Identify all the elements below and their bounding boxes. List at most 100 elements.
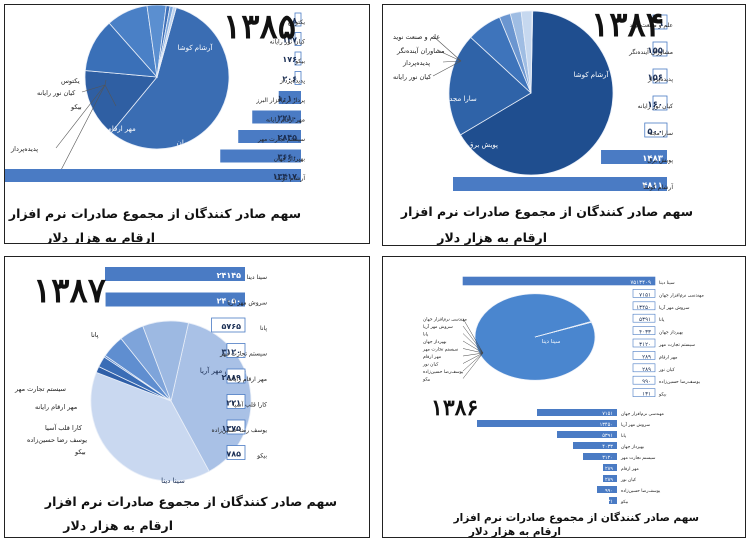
pie-label: پدیده‌پرداز bbox=[402, 59, 430, 67]
bar bbox=[652, 95, 668, 111]
bar bbox=[294, 51, 302, 66]
bar-category-label: پانا bbox=[260, 325, 267, 332]
bar bbox=[537, 409, 617, 416]
bar-value-label: ۵۳۹۱ bbox=[639, 317, 651, 323]
bar-value-label: ۱۳۷۵ bbox=[221, 424, 241, 433]
pie-slice bbox=[534, 321, 592, 338]
bar-value-label: ۴۸۱۱ bbox=[642, 181, 663, 191]
chart-title: سهم صادر کنندگان از مجموع صادرات نرم افز… bbox=[400, 204, 693, 219]
bar bbox=[652, 41, 668, 57]
bar-value-label: ۷۵۱۳۴۰۹ bbox=[630, 280, 651, 286]
pie-label: سارا مجد bbox=[449, 95, 477, 103]
bar-category-label: بهپرداز جهان bbox=[621, 445, 644, 450]
pie-label: بیکو bbox=[70, 103, 82, 111]
bar-value-label: ۱۳۱ bbox=[642, 392, 651, 398]
bar-category-label: سیستم تجارت مهر bbox=[257, 136, 305, 143]
pie-label: سینا دینا bbox=[161, 477, 185, 485]
bar-value-label: ۴۰۳۳ bbox=[602, 444, 613, 450]
leader-line bbox=[462, 352, 484, 372]
bar bbox=[5, 169, 301, 182]
pie-label: مهر ارقام bbox=[423, 355, 442, 360]
pie-label: سروش مهر آریا bbox=[200, 366, 246, 375]
bar-category-label: سیستم تجارت مهر bbox=[658, 343, 695, 348]
bar bbox=[632, 301, 656, 311]
bar-value-label: ۲۸۴۵ bbox=[277, 133, 297, 142]
bar-category-label: سینا دینا bbox=[659, 281, 675, 286]
leader-line bbox=[462, 348, 484, 354]
leader-line bbox=[462, 318, 484, 354]
bar-category-label: مهندسی نرم‌افزار جهان bbox=[621, 412, 664, 417]
chart-title: سهم صادر کنندگان از مجموع صادرات نرم افز… bbox=[453, 512, 699, 524]
bar-category-label: بهپرداز جهان bbox=[659, 331, 683, 336]
year-label: ۱۳۸۵ bbox=[223, 7, 297, 47]
pie-group bbox=[84, 5, 230, 150]
bar bbox=[105, 292, 245, 307]
leader-line bbox=[462, 352, 484, 379]
bar-value-label: ۴۰۳۳ bbox=[639, 330, 651, 336]
bar-value-label: ۲۲۱۰ bbox=[277, 114, 297, 123]
bar bbox=[601, 150, 667, 164]
bar-value-label: ۱۵۶ bbox=[647, 73, 663, 83]
bar bbox=[238, 130, 301, 143]
bar bbox=[220, 149, 301, 163]
bar-category-label: سروش مهر آریا bbox=[621, 422, 650, 428]
bar-category-label: مهر ارقام رایانه bbox=[228, 376, 267, 383]
bar-category-label: علم و صنعت نوید bbox=[630, 22, 673, 29]
bar bbox=[632, 363, 656, 373]
bar-category-label: یکتوس bbox=[288, 19, 306, 26]
bar-value-label: ۱۳۴۱۷ bbox=[273, 172, 298, 181]
bar-category-label: کیان نور رایانه bbox=[270, 39, 305, 46]
leader-line bbox=[432, 60, 462, 77]
bar-category-label: سیستم تجارت مهر bbox=[219, 351, 267, 358]
bar-value-label: ۱۵۵ bbox=[647, 46, 663, 56]
bar bbox=[278, 91, 301, 104]
pie-slice bbox=[84, 70, 158, 134]
bar-value-label: ۷۸۵ bbox=[226, 450, 241, 459]
bar bbox=[652, 14, 668, 30]
pie-group bbox=[90, 320, 252, 482]
bar bbox=[603, 464, 617, 471]
bar-category-label: پویش برق bbox=[647, 157, 673, 164]
chart-subtitle: ارقام به هزار دلار bbox=[468, 526, 561, 538]
panel-1385: آرشام کوشا بهپرداز جهان سیستم تجارت مهر مهر… bbox=[4, 4, 370, 244]
bar-category-label: آرشام کوشا bbox=[275, 173, 305, 182]
bar-category-label: بیکو bbox=[620, 499, 628, 505]
leader-line bbox=[55, 84, 106, 149]
bar-value-label: ۱۶۰ bbox=[647, 100, 663, 110]
pie-label: بیکو bbox=[74, 448, 86, 456]
pie-label: کیان نور bbox=[422, 362, 439, 368]
pie-label: پدیده‌پرداز bbox=[10, 145, 38, 153]
bar-value-label: ۲۸۹ bbox=[605, 477, 613, 483]
bar-category-label: کارا قلب آسیا bbox=[233, 400, 267, 409]
bar bbox=[294, 71, 302, 85]
bar-value-label: ۲۸۸۹ bbox=[221, 373, 241, 382]
bar-category-label: کیان نور bbox=[658, 367, 675, 373]
bar bbox=[105, 267, 245, 281]
panel-1386: ۷۵۱۳۴۰۹ سینا دینا ۷۱۵۱ مهندسی نرم‌افزار جها… bbox=[382, 256, 746, 538]
chart-1387: سروش مهر آریا سینا دینا بیکو یوسف رضا حسین‌… bbox=[14, 267, 267, 485]
bar-value-label: ۱۰۱۰ bbox=[277, 94, 297, 103]
bar-value-label: ۱۴۷ bbox=[282, 36, 297, 45]
year-label: ۱۳۸۶ bbox=[431, 395, 479, 421]
bar-category-label: سینا دینا bbox=[247, 274, 267, 281]
bar-category-label: پرداز نرم‌افزار البرز bbox=[255, 97, 305, 104]
panel-1387: سروش مهر آریا سینا دینا بیکو یوسف رضا حسین‌… bbox=[4, 256, 370, 538]
bar bbox=[632, 388, 656, 397]
bar-category-label: مهر ارقام رایانه bbox=[266, 117, 305, 124]
bar bbox=[644, 122, 668, 138]
bar-value-label: ۷۱۵۱ bbox=[602, 411, 613, 417]
pie-slice bbox=[448, 36, 532, 136]
bar-category-label: مهر ارقام bbox=[621, 467, 639, 472]
pie-label: یوسف رضا حسین‌زاده bbox=[27, 436, 87, 444]
bar-value-label: ۵۰۰ bbox=[647, 127, 663, 137]
pie-slice bbox=[156, 7, 177, 78]
bar bbox=[477, 420, 617, 427]
year-label: ۱۳۸۴ bbox=[591, 5, 665, 45]
bar-value-label: ۲۸۹ bbox=[642, 354, 651, 360]
bar-value-label: ۹ bbox=[658, 19, 664, 29]
chart-subtitle: ارقام به هزار دلار bbox=[63, 518, 173, 533]
chart-1384: آرشام کوشا پویش برق سارا مجد کیان نور رایان… bbox=[393, 10, 673, 191]
pie-label: آرشام کوشا bbox=[178, 43, 214, 52]
bar-value-label: ۹۹۰ bbox=[642, 379, 651, 385]
bar-value-label: ۱۳۱ bbox=[605, 499, 613, 505]
